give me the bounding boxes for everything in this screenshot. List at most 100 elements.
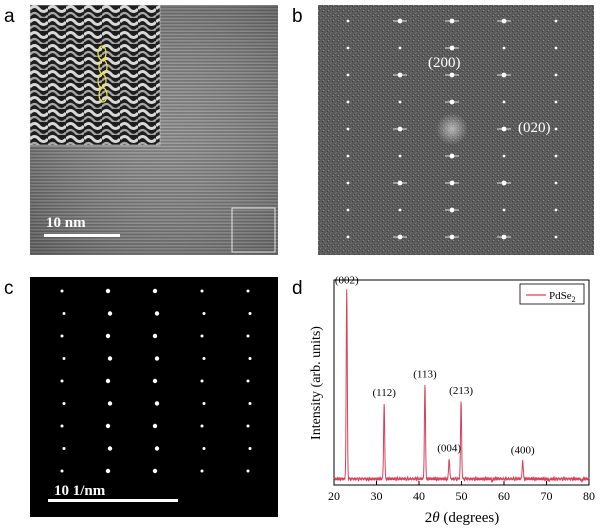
panel-letter-c: c (4, 278, 14, 299)
fft-label-020: (020) (518, 120, 551, 136)
saed-spots (60, 288, 252, 474)
panel-letter-b: b (292, 6, 303, 27)
saed-spot (105, 288, 111, 294)
saed-spot (60, 379, 64, 383)
fft-spot (554, 154, 558, 158)
legend-entry-pdse2: PdSe2 (549, 290, 576, 304)
saed-spot (154, 311, 160, 316)
peak-label: (400) (511, 444, 535, 456)
fft-spots (346, 18, 558, 240)
fft-spot (398, 46, 402, 50)
panel-letter-d: d (292, 278, 303, 299)
saed-spot (246, 379, 250, 383)
saed-spot (62, 402, 66, 405)
saed-spot (200, 379, 204, 383)
peak-label: (002) (335, 275, 359, 286)
saed-spot (107, 311, 113, 316)
saed-spot (200, 289, 204, 293)
fft-spot (502, 46, 506, 50)
fft-spot (502, 208, 506, 212)
saed-spot (152, 378, 158, 384)
peak-label: (113) (413, 369, 437, 381)
peak-labels: (002) (112) (113) (004) (213) (400) (335, 274, 535, 456)
saed-spot (60, 289, 64, 293)
scale-bar-label-c: 10 1/nm (54, 483, 106, 499)
x-axis-ticks: 20 30 40 50 60 70 80 (328, 481, 595, 503)
y-axis-label: Intensity (arb. units) (309, 326, 324, 440)
fft-spot (554, 73, 558, 77)
fft-spot (554, 46, 558, 50)
peak-label: (213) (449, 385, 473, 397)
x-tick-label: 80 (583, 489, 595, 503)
legend: PdSe2 (519, 283, 585, 305)
scale-bar-a (44, 234, 120, 237)
saed-spot (107, 356, 113, 361)
saed-spot (154, 446, 160, 451)
fft-spot (346, 208, 350, 212)
selected-area-box (231, 207, 276, 253)
saed-spot (105, 378, 111, 384)
saed-spot (248, 357, 252, 360)
x-axis-label: 2θ (degrees) (425, 510, 499, 526)
x-tick-label: 60 (498, 489, 510, 503)
peak-label: (112) (372, 387, 396, 399)
saed-spot (107, 446, 113, 451)
xrd-chart: 20 30 40 50 60 70 80 (002) (112) (113) (004) (213)… (309, 274, 595, 526)
saed-spot (246, 334, 250, 338)
fft-spot (346, 181, 350, 185)
fft-image: (200) (020) (318, 5, 594, 255)
saed-spot (105, 468, 111, 474)
legend-box (519, 283, 585, 305)
fft-image-panel: (200) (020) (318, 5, 594, 255)
saed-spot (248, 402, 252, 405)
hrtem-image: 10 nm (30, 5, 278, 255)
saed-image-panel: 10 1/nm (30, 277, 278, 517)
atom-markers (97, 45, 108, 103)
fft-spot (398, 208, 402, 212)
saed-spot (60, 334, 64, 338)
saed-spot (202, 357, 206, 360)
saed-spot (105, 333, 111, 339)
fft-spot (346, 100, 350, 104)
fft-spot (346, 127, 350, 131)
saed-spot (202, 402, 206, 405)
saed-spot (246, 424, 250, 428)
fft-spot (502, 154, 506, 158)
fft-spot (554, 127, 558, 131)
hrtem-inset (30, 5, 160, 145)
saed-spot (62, 447, 66, 450)
x-tick-label: 20 (328, 489, 340, 503)
x-tick-label: 40 (413, 489, 425, 503)
saed-spot (154, 401, 160, 406)
saed-spot (60, 424, 64, 428)
saed-image: 10 1/nm (30, 277, 278, 517)
saed-spot (60, 469, 64, 473)
saed-spot (248, 447, 252, 450)
saed-spot (62, 357, 66, 360)
x-tick-label: 70 (541, 489, 553, 503)
scale-bar-c (48, 499, 178, 502)
hrtem-image-panel: 10 nm (30, 5, 278, 255)
fft-spot (346, 154, 350, 158)
x-tick-label: 30 (371, 489, 383, 503)
saed-spot (246, 469, 250, 473)
panel-letter-a: a (4, 6, 15, 27)
x-tick-label: 50 (456, 489, 468, 503)
saed-spot (202, 447, 206, 450)
saed-spot (105, 423, 111, 429)
fft-spot (346, 235, 350, 239)
saed-spot (62, 312, 66, 315)
saed-spot (152, 423, 158, 429)
saed-spot (152, 288, 158, 294)
fft-spot (554, 235, 558, 239)
saed-spot (200, 424, 204, 428)
xrd-chart-panel: 20 30 40 50 60 70 80 (002) (112) (113) (004) (213)… (290, 274, 596, 527)
saed-spot (200, 469, 204, 473)
peak-label: (004) (437, 442, 461, 454)
saed-spot (152, 333, 158, 339)
saed-spot (154, 356, 160, 361)
saed-spot (107, 401, 113, 406)
saed-spot (152, 468, 158, 474)
fft-spot (398, 100, 402, 104)
fft-spot (554, 100, 558, 104)
